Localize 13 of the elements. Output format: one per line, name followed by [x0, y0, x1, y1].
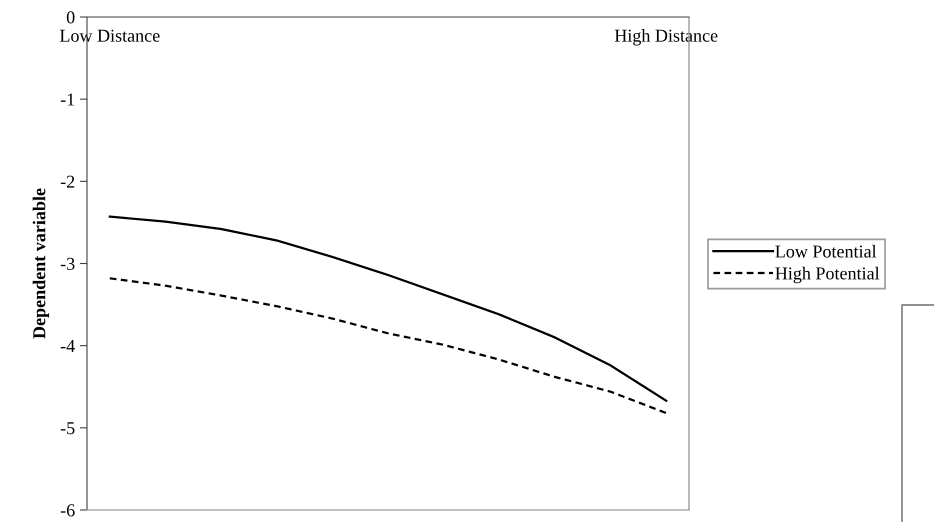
y-tick-label: -6 [60, 504, 75, 516]
legend-label: Low Potential [775, 244, 876, 258]
y-tick-label: -2 [60, 176, 74, 188]
y-tick-label: -1 [60, 94, 74, 106]
line-series [108, 216, 668, 402]
y-tick-label: -3 [60, 258, 74, 270]
line-series [108, 277, 668, 414]
y-tick-label: -5 [60, 422, 74, 434]
y-tick-label: -4 [60, 340, 75, 352]
x-tick-label: High Distance [614, 29, 718, 46]
y-axis-title: Dependent variable [32, 188, 50, 339]
legend-label: High Potential [775, 266, 880, 284]
y-tick-label: 0 [66, 11, 75, 24]
